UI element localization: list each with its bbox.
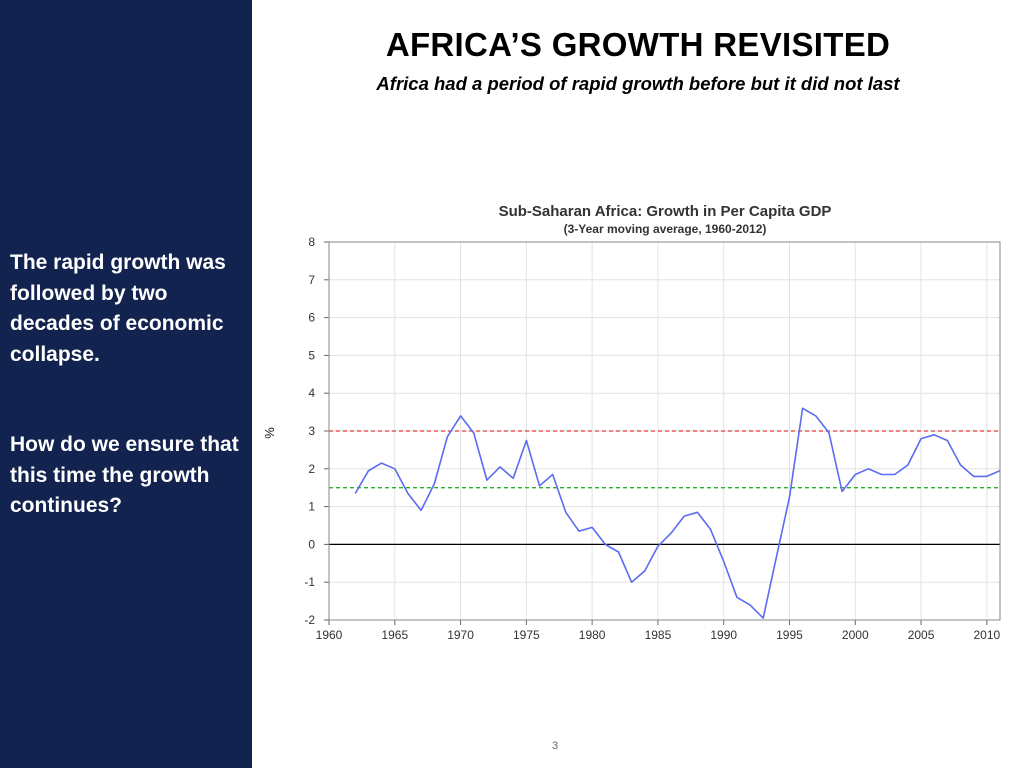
x-tick-label: 1990 xyxy=(710,628,737,642)
slide-title: AFRICA’S GROWTH REVISITED xyxy=(385,26,891,63)
y-axis-label: % xyxy=(262,427,277,439)
y-tick-label: 3 xyxy=(308,424,315,438)
chart-title: Sub-Saharan Africa: Growth in Per Capita… xyxy=(499,203,832,220)
sidebar-text-collapse: The rapid growth was followed by two dec… xyxy=(10,251,226,366)
sidebar-text-question: How do we ensure that this time the grow… xyxy=(10,433,239,517)
x-tick-label: 1980 xyxy=(579,628,606,642)
x-tick-label: 1995 xyxy=(776,628,803,642)
x-tick-label: 2000 xyxy=(842,628,869,642)
x-tick-label: 1975 xyxy=(513,628,540,642)
growth-series-line xyxy=(354,407,1001,619)
y-tick-label: -1 xyxy=(304,575,315,589)
y-tick-label: -2 xyxy=(304,613,315,627)
x-tick-label: 1985 xyxy=(645,628,672,642)
growth-line-chart: Sub-Saharan Africa: Growth in Per Capita… xyxy=(262,203,1001,642)
x-tick-label: 2010 xyxy=(973,628,1000,642)
sidebar-panel: The rapid growth was followed by two dec… xyxy=(0,0,252,768)
chart-subtitle: (3-Year moving average, 1960-2012) xyxy=(564,222,767,236)
y-tick-label: 7 xyxy=(308,273,315,287)
y-tick-label: 5 xyxy=(308,348,315,362)
y-tick-label: 8 xyxy=(308,235,315,249)
plot-frame xyxy=(328,241,1001,621)
x-tick-label: 1960 xyxy=(316,628,343,642)
y-tick-label: 0 xyxy=(308,537,315,551)
x-tick-label: 2005 xyxy=(908,628,935,642)
page-number: 3 xyxy=(551,740,559,752)
y-tick-label: 6 xyxy=(308,311,315,325)
reference-lines xyxy=(329,430,1000,545)
y-tick-label: 1 xyxy=(308,500,315,514)
y-tick-label: 2 xyxy=(308,462,315,476)
slide-subtitle: Africa had a period of rapid growth befo… xyxy=(376,73,900,94)
x-tick-label: 1965 xyxy=(381,628,408,642)
y-tick-label: 4 xyxy=(308,386,315,400)
x-tick-label: 1970 xyxy=(447,628,474,642)
chart-series xyxy=(354,407,1001,619)
chart-ticks: 1960 1965 1970 1975 1980 1985 1990 1995 2000 2005… xyxy=(304,235,1000,642)
